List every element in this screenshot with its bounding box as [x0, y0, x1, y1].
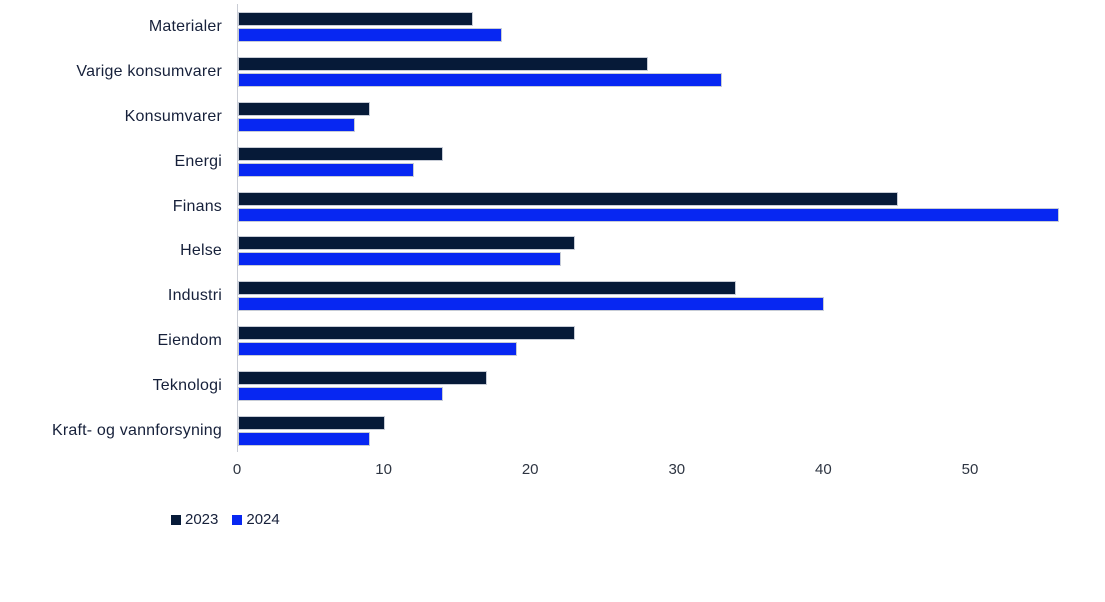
legend-item-2023: 2023: [171, 511, 218, 528]
chart-row: Helse: [0, 229, 1105, 274]
category-label: Konsumvarer: [124, 107, 222, 125]
bar-2023: [238, 415, 385, 430]
x-tick-label: 40: [815, 461, 832, 478]
chart-row: Industri: [0, 274, 1105, 319]
chart-row: Materialer: [0, 5, 1105, 50]
bar-group: [238, 370, 488, 401]
y-axis-line: [237, 4, 238, 452]
bar-2024: [238, 297, 825, 312]
bar-2024: [238, 117, 356, 132]
bar-group: [238, 236, 576, 267]
category-label: Helse: [180, 242, 222, 260]
x-tick-label: 10: [375, 461, 392, 478]
rows: Materialer Varige konsumvarer Konsumvarer E…: [0, 5, 1105, 453]
bar-group: [238, 146, 444, 177]
bar-group: [238, 325, 576, 356]
bar-2023: [238, 12, 473, 27]
bar-2023: [238, 370, 488, 385]
bar-group: [238, 12, 502, 43]
category-label: Varige konsumvarer: [76, 63, 222, 81]
chart-row: Finans: [0, 184, 1105, 229]
category-label: Teknologi: [152, 376, 222, 394]
chart-row: Eiendom: [0, 319, 1105, 364]
bar-group: [238, 415, 385, 446]
bar-2024: [238, 386, 444, 401]
legend-swatch-icon: [171, 514, 181, 525]
x-tick-label: 20: [521, 461, 539, 478]
chart-row: Varige konsumvarer: [0, 50, 1105, 95]
bar-2024: [238, 431, 370, 446]
bar-2024: [238, 162, 414, 177]
category-label: Eiendom: [157, 331, 222, 349]
x-tick-label: 30: [668, 461, 686, 478]
bar-2024: [238, 207, 1059, 222]
chart-row: Kraft- og vannforsyning: [0, 408, 1105, 453]
bar-2023: [238, 57, 649, 72]
x-tick-label: 50: [961, 461, 979, 478]
legend-item-2024: 2024: [232, 511, 280, 528]
x-tick-label: 0: [232, 461, 242, 478]
bar-2023: [238, 281, 737, 296]
bar-group: [238, 281, 825, 312]
bar-2024: [238, 341, 517, 356]
chart-row: Konsumvarer: [0, 95, 1105, 140]
bar-2024: [238, 28, 502, 43]
category-label: Materialer: [148, 18, 222, 36]
bar-2023: [238, 101, 370, 116]
category-label: Industri: [167, 287, 222, 305]
category-label: Finans: [172, 197, 222, 215]
legend-label: 2024: [246, 511, 280, 528]
bar-group: [238, 101, 370, 132]
bar-2023: [238, 191, 898, 206]
bar-2023: [238, 236, 576, 251]
category-label: Kraft- og vannforsyning: [51, 421, 222, 439]
bar-2023: [238, 146, 444, 161]
chart-row: Energi: [0, 139, 1105, 184]
legend-swatch-icon: [232, 514, 243, 525]
bar-2023: [238, 325, 576, 340]
legend-label: 2023: [185, 511, 219, 528]
legend: 2023 2024: [171, 511, 280, 528]
category-label: Energi: [174, 152, 222, 170]
x-axis: 0 10 20 30 40 50: [0, 461, 1105, 481]
bar-group: [238, 57, 722, 88]
bar-2024: [238, 252, 561, 267]
bar-group: [238, 191, 1059, 222]
chart-row: Teknologi: [0, 363, 1105, 408]
bar-2024: [238, 73, 722, 88]
